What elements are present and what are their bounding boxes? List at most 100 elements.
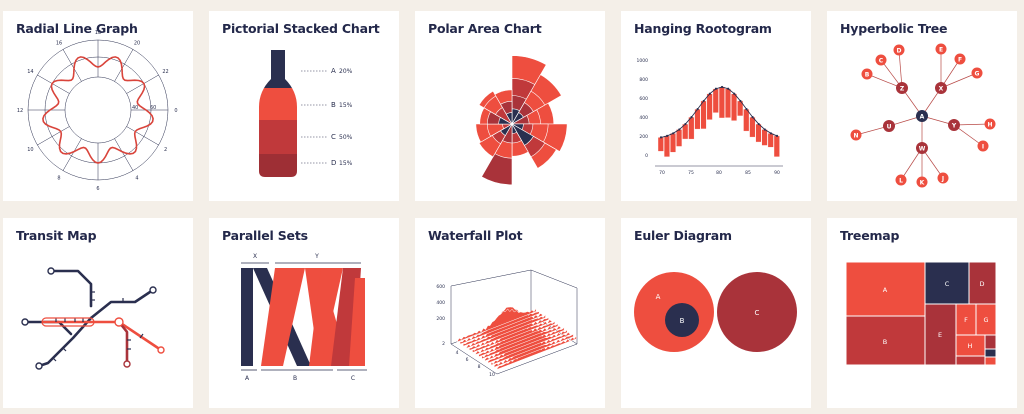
rootogram-point bbox=[775, 134, 779, 137]
z-tick: 400 bbox=[436, 300, 445, 306]
z-tick: 600 bbox=[436, 284, 445, 290]
x-tick: 4 bbox=[456, 350, 459, 356]
card-title: Transit Map bbox=[16, 228, 97, 243]
tree-edge bbox=[898, 49, 903, 89]
svg-text:J: J bbox=[941, 175, 944, 182]
radial-hour-label: 8 bbox=[57, 176, 60, 182]
tree-node-h: H bbox=[984, 118, 996, 130]
card-polar-area-chart[interactable]: Polar Area Chart bbox=[415, 11, 605, 201]
treemap-cell-e bbox=[924, 303, 957, 366]
treemap-cell-d bbox=[968, 261, 997, 305]
radial-spoke bbox=[126, 74, 159, 94]
radial-spoke bbox=[37, 126, 70, 146]
tree-node-f: F bbox=[954, 53, 966, 65]
radial-spoke bbox=[62, 138, 82, 171]
rootogram-point bbox=[678, 128, 681, 131]
tree-node-l: L bbox=[895, 174, 907, 186]
treemap-label-g: G bbox=[983, 316, 988, 324]
rootogram-point bbox=[666, 134, 669, 137]
z-tick: 2 bbox=[442, 341, 445, 347]
tree-edge bbox=[900, 147, 923, 181]
tree-node-u: U bbox=[883, 120, 895, 132]
rootogram-bar bbox=[761, 129, 768, 146]
card-parallel-sets[interactable]: Parallel Sets X Y A B C bbox=[209, 218, 399, 408]
waterfall-ridge bbox=[456, 307, 537, 343]
treemap-cell-a bbox=[845, 261, 926, 317]
card-treemap[interactable]: Treemap A B C D E F G H bbox=[827, 218, 1017, 408]
rootogram-point bbox=[739, 99, 742, 103]
tree-edge bbox=[953, 123, 991, 126]
treemap-label-d: D bbox=[979, 280, 984, 288]
radial-hour-label: 4 bbox=[135, 176, 138, 182]
ring-label-40: 40 bbox=[132, 105, 138, 111]
x-tick: 80 bbox=[716, 170, 722, 176]
axis-top-label-y: Y bbox=[314, 253, 319, 260]
segment-c-letter: C bbox=[331, 133, 336, 141]
rootogram-bar bbox=[676, 129, 683, 147]
bottle-segment-c bbox=[259, 120, 297, 154]
radial-spoke bbox=[62, 49, 82, 82]
treemap-cell-small-1 bbox=[984, 334, 997, 350]
transit-terminus bbox=[149, 286, 157, 294]
card-title: Waterfall Plot bbox=[428, 228, 523, 243]
y-tick: 800 bbox=[639, 77, 648, 83]
ribbon-red-1 bbox=[261, 268, 305, 366]
rootogram-bar bbox=[755, 123, 762, 143]
card-transit-map[interactable]: Transit Map bbox=[3, 218, 193, 408]
rootogram-point bbox=[659, 136, 663, 139]
y-tick: 200 bbox=[639, 134, 648, 140]
tree-node-i: I bbox=[977, 140, 989, 152]
transit-terminus bbox=[157, 346, 165, 354]
segment-a-value: 20% bbox=[339, 68, 353, 75]
tree-edge bbox=[866, 73, 903, 89]
radial-series-line bbox=[42, 56, 154, 164]
x-tick: 85 bbox=[745, 170, 751, 176]
card-hyperbolic-tree[interactable]: Hyperbolic Tree A Z X Y U W B C D E F G H I J K L N bbox=[827, 11, 1017, 201]
segment-b-letter: B bbox=[331, 101, 336, 109]
rootogram-point bbox=[745, 108, 748, 111]
radial-hour-label: 6 bbox=[96, 186, 99, 192]
segment-c-value: 50% bbox=[339, 134, 353, 141]
card-pictorial-stacked-chart[interactable]: Pictorial Stacked Chart A 20% B 15% C 50… bbox=[209, 11, 399, 201]
y-tick: 1000 bbox=[637, 58, 649, 64]
svg-text:D: D bbox=[897, 47, 902, 54]
transit-terminus bbox=[35, 362, 43, 370]
parallel-sets: X Y A B C bbox=[241, 253, 367, 382]
rootogram-point bbox=[720, 85, 724, 89]
x-tick: 10 bbox=[489, 372, 495, 378]
euler-diagram: A B C bbox=[634, 272, 797, 352]
tree-node-w: W bbox=[916, 142, 928, 154]
treemap: A B C D E F G H bbox=[845, 261, 997, 366]
x-tick: 8 bbox=[478, 364, 481, 370]
card-title: Euler Diagram bbox=[634, 228, 732, 243]
transit-terminus bbox=[47, 267, 55, 275]
tree-node-a: A bbox=[916, 110, 928, 122]
x-tick: 90 bbox=[774, 170, 780, 176]
transit-map bbox=[21, 267, 165, 370]
card-waterfall-plot[interactable]: Waterfall Plot 600 400 200 2 4 6 8 10 bbox=[415, 218, 605, 408]
card-title: Pictorial Stacked Chart bbox=[222, 21, 380, 36]
card-radial-line-graph[interactable]: Radial Line Graph 18 20 22 0 2 4 6 8 10 12 14 16 40… bbox=[3, 11, 193, 201]
rootogram-point bbox=[696, 108, 699, 111]
card-euler-diagram[interactable]: Euler Diagram A B C bbox=[621, 218, 811, 408]
tree-node-j: J bbox=[937, 172, 949, 184]
svg-text:W: W bbox=[919, 145, 926, 152]
treemap-label-f: F bbox=[964, 316, 968, 324]
card-title: Radial Line Graph bbox=[16, 21, 138, 36]
euler-label-b: B bbox=[680, 317, 685, 325]
ribbon-navy-a bbox=[241, 268, 253, 366]
treemap-label-e: E bbox=[938, 331, 942, 339]
card-hanging-rootogram[interactable]: Hanging Rootogram 1000 800 600 400 200 0… bbox=[621, 11, 811, 201]
hyperbolic-tree: A Z X Y U W B C D E F G H I J K L N bbox=[850, 43, 996, 188]
euler-set-b bbox=[665, 303, 699, 337]
card-title: Treemap bbox=[840, 228, 900, 243]
rootogram-bar bbox=[657, 137, 664, 152]
bottle-segment-b bbox=[259, 88, 297, 120]
radial-hour-label: 12 bbox=[17, 108, 23, 114]
rootogram-bar bbox=[670, 133, 677, 153]
rootogram-point bbox=[733, 92, 736, 95]
radial-hour-label: 0 bbox=[174, 108, 177, 114]
svg-text:F: F bbox=[958, 56, 962, 63]
rootogram-bar bbox=[767, 133, 774, 148]
rootogram-bar bbox=[749, 116, 756, 138]
